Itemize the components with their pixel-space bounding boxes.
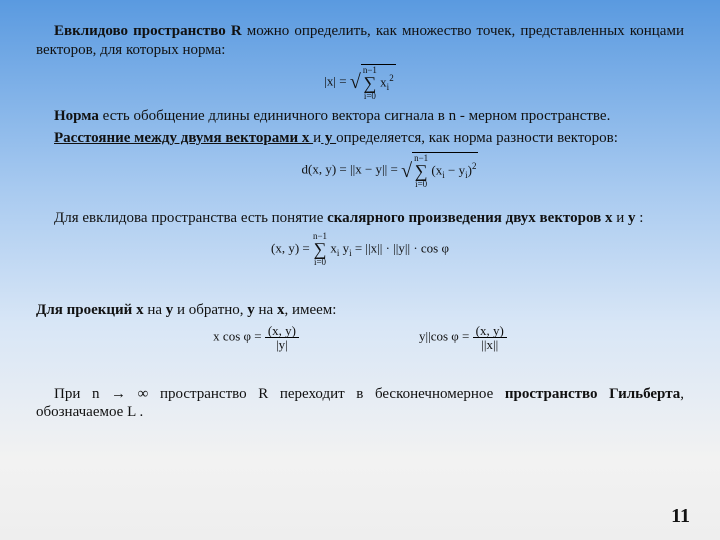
- mid: − y: [445, 162, 465, 177]
- sum-lower: i=0: [363, 92, 377, 101]
- formula-projections: x cos φ = (x, y) |y| y||cos φ = (x, y) |…: [36, 324, 684, 351]
- sqrt-icon: √: [350, 75, 361, 89]
- text: на: [144, 302, 166, 318]
- bold-y: y: [321, 130, 336, 146]
- formula-distance: d(x, y) = ||x − y|| = √ n−1 ∑ i=0 (xi − …: [36, 152, 684, 189]
- bold-hilbert-space: пространство Гильберта: [505, 386, 680, 402]
- sigma-icon: ∑: [314, 239, 327, 259]
- text: есть обобщение длины единичного вектора …: [99, 108, 610, 124]
- text: :: [635, 210, 643, 226]
- page-number: 11: [671, 505, 690, 528]
- text: и: [612, 210, 628, 226]
- denominator: ||x||: [473, 338, 507, 351]
- text: Для евклидова пространства есть понятие: [54, 210, 327, 226]
- sqrt-icon: √: [401, 164, 412, 178]
- sum-lower: i=0: [313, 258, 327, 267]
- sub: i: [387, 82, 390, 92]
- formula-scalar-product: (x, y) = n−1 ∑ i=0 xi yi = ||x|| · ||y||…: [36, 232, 684, 267]
- paragraph-projections: Для проекций x на y и обратно, y на x, и…: [36, 301, 684, 320]
- paragraph-norm-def: Норма есть обобщение длины единичного ве…: [36, 107, 684, 126]
- sum-lower: i=0: [414, 180, 428, 189]
- formula-norm: |x| = √ n−1 ∑ i=0 xi2: [36, 64, 684, 101]
- sigma-icon: ∑: [363, 73, 376, 93]
- bold-y2: y: [247, 302, 255, 318]
- paragraph-distance: Расстояние между двумя векторами x и y о…: [36, 129, 684, 148]
- fraction: (x, y) ||x||: [473, 324, 507, 351]
- numerator: (x, y): [265, 324, 299, 338]
- rest: = ||x|| · ||y|| · cos φ: [352, 240, 449, 255]
- proj-x-on-y: x cos φ = (x, y) |y|: [213, 324, 299, 351]
- text: , имеем:: [284, 302, 336, 318]
- fraction: (x, y) |y|: [265, 324, 299, 351]
- text: При n → ∞ пространство R переходит в бес…: [54, 386, 505, 402]
- paragraph-hilbert: При n → ∞ пространство R переходит в бес…: [36, 385, 684, 423]
- bold-euclidean-space: Евклидово пространство R: [54, 23, 242, 39]
- paragraph-euclidean-intro: Евклидово пространство R можно определит…: [36, 22, 684, 60]
- text: и обратно,: [173, 302, 247, 318]
- lhs: (x, y) =: [271, 240, 313, 255]
- sup: 2: [389, 73, 394, 83]
- body: (x: [431, 162, 442, 177]
- bold-proj-x: Для проекций x: [36, 302, 144, 318]
- sum-symbol: n−1 ∑ i=0: [313, 232, 327, 267]
- sigma-icon: ∑: [415, 161, 428, 181]
- bold-norm: Норма: [54, 108, 99, 124]
- text: определяется, как норма разности векторо…: [336, 130, 618, 146]
- sum-symbol: n−1 ∑ i=0: [363, 66, 377, 101]
- bold-distance-x: Расстояние между двумя векторами x: [54, 130, 313, 146]
- lhs: d(x, y) = ||x − y|| =: [302, 161, 402, 176]
- sup: 2: [472, 161, 477, 171]
- numerator: (x, y): [473, 324, 507, 338]
- mid2: y: [339, 240, 349, 255]
- proj-y-on-x: y||cos φ = (x, y) ||x||: [419, 324, 507, 351]
- text: и: [313, 130, 321, 146]
- denominator: |y|: [265, 338, 299, 351]
- sqrt-body: n−1 ∑ i=0 xi2: [361, 64, 396, 101]
- sum-symbol: n−1 ∑ i=0: [414, 154, 428, 189]
- text: на: [255, 302, 277, 318]
- slide: Евклидово пространство R можно определит…: [0, 0, 720, 540]
- paragraph-scalar-product: Для евклидова пространства есть понятие …: [36, 209, 684, 228]
- lhs: |x| =: [324, 73, 350, 88]
- bold-scalar-x: скалярного произведения двух векторов x: [327, 210, 612, 226]
- lhs: y||cos φ =: [419, 328, 473, 343]
- sqrt-body: n−1 ∑ i=0 (xi − yi)2: [412, 152, 478, 189]
- lhs: x cos φ =: [213, 328, 265, 343]
